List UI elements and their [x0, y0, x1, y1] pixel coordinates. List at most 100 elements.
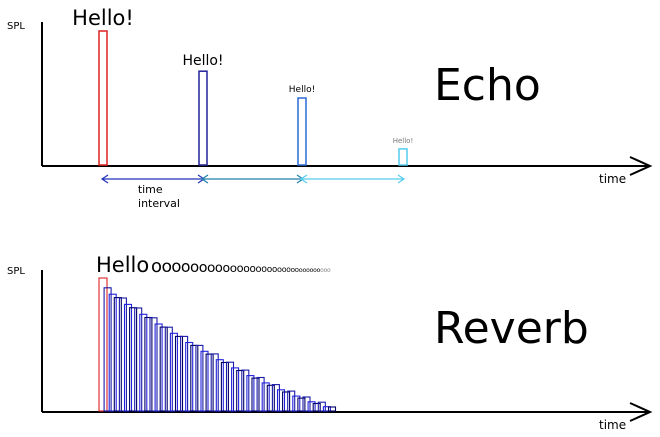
reverb-reflection — [113, 297, 122, 412]
decay-letter: o — [261, 264, 267, 275]
decay-letter: o — [272, 265, 277, 275]
reverb-reflection — [164, 326, 173, 412]
echo-panel: SPL time Echo Hello! Hello! Hello! Hello! t… — [7, 6, 653, 210]
echo-pulse-label-2: Hello! — [182, 53, 223, 69]
reverb-reflection — [327, 406, 337, 412]
reverb-reflection — [195, 344, 204, 412]
reverb-reflection — [322, 406, 331, 412]
reverb-reflection — [210, 353, 219, 412]
reverb-reflection — [297, 397, 306, 412]
decay-letter: o — [243, 262, 250, 275]
reverb-reflection — [256, 376, 265, 412]
reverb-reflection — [159, 326, 168, 412]
echo-pulse-label-1: Hello! — [72, 6, 134, 30]
decay-letter: o — [215, 261, 223, 276]
decay-letter: o — [181, 257, 191, 276]
echo-interval-arrows — [100, 174, 406, 184]
reverb-axes — [41, 270, 653, 422]
echo-title: Echo — [434, 60, 541, 111]
reverb-reflection — [200, 350, 209, 412]
decay-letter: o — [327, 267, 331, 274]
decay-letter: o — [255, 264, 261, 275]
reverb-reflection — [302, 396, 311, 412]
echo-pulses: Hello! Hello! Hello! Hello! — [72, 6, 414, 166]
reverb-reflection — [307, 401, 316, 412]
reverb-reflection — [180, 335, 189, 412]
reverb-x-axis-arrowhead — [629, 402, 653, 422]
reverb-reflection — [271, 384, 280, 412]
echo-y-axis-label: SPL — [7, 21, 25, 32]
reverb-reflection — [123, 303, 133, 412]
decay-letter: o — [230, 261, 237, 275]
echo-pulse-3 — [297, 97, 307, 166]
reverb-reflection — [174, 335, 184, 412]
interval-label-line-2: interval — [138, 197, 180, 210]
reverb-reflection — [236, 369, 245, 412]
reverb-reflection — [129, 307, 138, 412]
reverb-reflection — [190, 344, 199, 412]
reverb-reflection — [185, 341, 194, 412]
reverb-word: Hello — [96, 253, 149, 277]
interval-label: time interval — [138, 183, 180, 210]
decay-letter: o — [313, 267, 317, 274]
reverb-reflection — [149, 317, 158, 412]
reverb-reflection — [261, 382, 270, 412]
reverb-x-axis-label: time — [599, 418, 626, 432]
interval-arrow-1 — [100, 174, 206, 184]
reverb-reflection — [312, 402, 321, 412]
reverb-reflection — [220, 361, 229, 412]
decay-letter: o — [171, 257, 181, 276]
decay-letter: o — [295, 266, 299, 274]
decay-letter: o — [299, 266, 303, 274]
interval-arrow-3 — [299, 174, 406, 184]
echo-x-axis-label: time — [599, 172, 626, 186]
reverb-reflection — [134, 307, 143, 412]
reverb-reflection — [118, 297, 127, 412]
decay-letter: o — [249, 263, 255, 275]
reverb-reflection — [251, 377, 260, 412]
decay-letter: o — [303, 267, 307, 274]
reverb-reflection — [266, 384, 275, 412]
reverb-reflection — [225, 361, 235, 412]
reverb-reflection — [276, 389, 286, 412]
reverb-title: Reverb — [434, 303, 589, 354]
decay-letter: o — [324, 267, 328, 274]
reverb-reflection — [154, 323, 163, 412]
decay-letter: o — [320, 267, 324, 274]
reverb-reflection — [282, 391, 291, 412]
decay-letter: o — [151, 256, 162, 277]
decay-letter: o — [291, 265, 295, 274]
echo-pulse-1 — [98, 30, 108, 166]
reverb-reflection — [246, 375, 255, 412]
echo-pulse-label-4: Hello! — [393, 137, 414, 145]
decay-letter: o — [190, 258, 199, 276]
decay-letter: o — [237, 261, 244, 275]
decay-letter: o — [317, 267, 321, 274]
reverb-reflection — [103, 287, 112, 412]
interval-arrow-2 — [200, 174, 305, 184]
echo-axes — [41, 22, 653, 176]
decay-letter: o — [207, 260, 215, 276]
reverb-reflection — [108, 293, 117, 412]
reverb-reflection — [231, 367, 240, 412]
decay-letter: o — [222, 260, 230, 275]
reverb-reflection — [215, 359, 224, 412]
decay-letter: o — [267, 265, 273, 275]
decay-letter: o — [306, 267, 310, 274]
reverb-reflection — [205, 353, 214, 412]
echo-pulse-label-3: Hello! — [289, 85, 315, 95]
decay-letter: o — [282, 265, 287, 274]
reverb-reflection — [144, 316, 153, 412]
decay-letter: o — [199, 260, 208, 276]
interval-label-line-1: time — [138, 183, 163, 196]
echo-x-axis-arrowhead — [629, 156, 653, 176]
reverb-y-axis-label: SPL — [7, 266, 25, 277]
reverb-reflections — [98, 277, 337, 412]
decay-letter: o — [286, 265, 291, 274]
reverb-reflection — [139, 313, 148, 412]
reverb-reflection — [169, 332, 178, 412]
reverb-reflection — [241, 369, 250, 412]
reverb-reflection — [98, 277, 108, 412]
